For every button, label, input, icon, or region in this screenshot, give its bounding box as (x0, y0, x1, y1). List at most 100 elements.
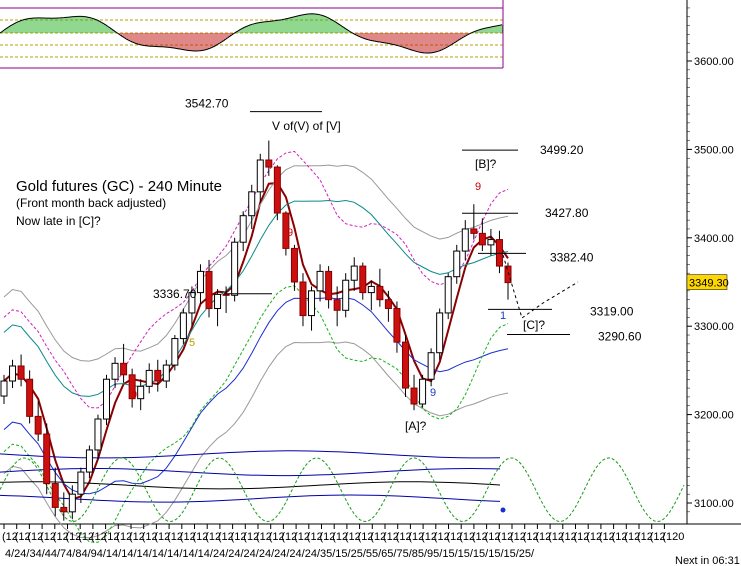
x-tick-label: (12 (332, 531, 348, 543)
chart-subtitle: (Front month back adjusted) (16, 196, 166, 210)
y-tick-label: 3300.00 (694, 321, 734, 333)
cycle-line (0, 450, 501, 459)
x-tick-label: (12 (485, 531, 501, 543)
candle-down (222, 293, 230, 296)
price-level-label: 3382.40 (550, 250, 594, 264)
x-tick-label: (12 (53, 531, 69, 543)
x-tick-label: (12 (624, 531, 640, 543)
x-tick-label: (12 (320, 531, 336, 543)
candle-up (171, 338, 179, 366)
candle-down (120, 362, 128, 376)
candle-up (256, 159, 264, 193)
candle-down (504, 265, 512, 284)
candle-up (427, 352, 435, 380)
candle-down (290, 247, 298, 283)
x-tick-label: (12 (15, 531, 31, 543)
count-9-left: 9 (131, 389, 137, 401)
x-tick-label: (12 (2, 531, 18, 543)
x-tick-label: (12 (218, 531, 234, 543)
candle-down (205, 270, 213, 310)
price-level-label: 3336.70 (153, 287, 197, 301)
candle-up (137, 385, 145, 400)
candle-down (384, 299, 392, 310)
y-ticks: 3100.00 3200.00 3300.00 3400.00 3500.00 3600.… (687, 7, 734, 513)
count-9-blue: 9 (430, 387, 436, 399)
candle-down (393, 308, 401, 343)
candle-up (77, 471, 85, 495)
candle-up (0, 380, 8, 397)
candle-down (410, 387, 418, 405)
x-tick-label: (12 (104, 531, 120, 543)
x-tick-dates: 4/24/34/44/74/84/94/14/14/14/14/14/14/14… (5, 548, 535, 560)
candle-up (94, 418, 102, 451)
sine-cycle-dashed (0, 457, 685, 523)
candle-up (111, 362, 119, 380)
candle-up (239, 215, 247, 243)
candle-up (461, 228, 469, 252)
y-tick-label: 3100.00 (694, 498, 734, 510)
count-5-yellow: 5 (189, 337, 195, 349)
candle-up (214, 293, 222, 310)
upper-dashed-magenta (3, 150, 509, 409)
candle-down (376, 285, 384, 301)
x-tick-label: (12 (27, 531, 43, 543)
x-tick-label: (12 (193, 531, 209, 543)
oscillator-panel (0, 0, 504, 69)
price-level-label: 3542.70 (185, 97, 229, 111)
candle-down (17, 365, 25, 380)
candle-up (85, 449, 93, 473)
x-tick-label: (12 (535, 531, 551, 543)
candle-down (273, 166, 281, 214)
candle-up (9, 365, 17, 382)
candle-up (103, 378, 111, 420)
x-tick-label: (12 (91, 531, 107, 543)
x-tick-label: (12 (599, 531, 615, 543)
candle-up (350, 265, 358, 281)
x-tick-label: (12 (383, 531, 399, 543)
candle-down (43, 433, 51, 485)
x-tick-label: (12 (637, 531, 653, 543)
x-tick-label: (12 (434, 531, 450, 543)
x-tick-label: (12 (523, 531, 539, 543)
candle-up (342, 279, 350, 311)
x-tick-label: (12 (510, 531, 526, 543)
candle-up (68, 493, 76, 513)
x-tick-label: (12 (561, 531, 577, 543)
candle-down (359, 265, 367, 294)
y-tick-label: 3600.00 (694, 56, 734, 68)
x-tick-label: (12 (307, 531, 323, 543)
plot-frame (0, 0, 687, 524)
x-tick-label: (12 (116, 531, 132, 543)
candle-down (282, 212, 290, 249)
wave-label-b: [B]? (475, 157, 497, 171)
candle-up (316, 270, 324, 292)
x-tick-label: (12 (421, 531, 437, 543)
wave-label-c: [C]? (523, 318, 545, 332)
candle-down (495, 239, 503, 267)
candle-down (333, 299, 341, 311)
lower-band-blue (3, 297, 509, 495)
x-tick-label: (12 (66, 531, 82, 543)
candle-down (265, 159, 273, 168)
candle-up (453, 250, 461, 278)
price-level-label: 3499.20 (540, 143, 584, 157)
wave-label-v: V of(V) of [V] (272, 119, 341, 133)
x-tick-label: (12 (243, 531, 259, 543)
x-tick-label: (120 (662, 531, 684, 543)
price-levels: 3542.70 3336.70 3499.20 3427.80 3382.40 3319.… (153, 97, 642, 344)
cycle-dot (500, 507, 506, 513)
candle-down (478, 232, 486, 246)
candle-up (179, 312, 187, 340)
count-9-mid: 9 (287, 227, 293, 239)
candle-down (60, 506, 68, 513)
last-price-label: 3349.30 (689, 278, 729, 290)
x-tick-label: (12 (370, 531, 386, 543)
chart-title: Gold futures (GC) - 240 Minute (16, 178, 222, 195)
candle-up (487, 239, 495, 246)
candle-down (51, 483, 59, 508)
x-tick-label: (12 (180, 531, 196, 543)
cycle-line (0, 467, 501, 477)
x-tick-label: (12 (447, 531, 463, 543)
x-tick-label: (12 (612, 531, 628, 543)
